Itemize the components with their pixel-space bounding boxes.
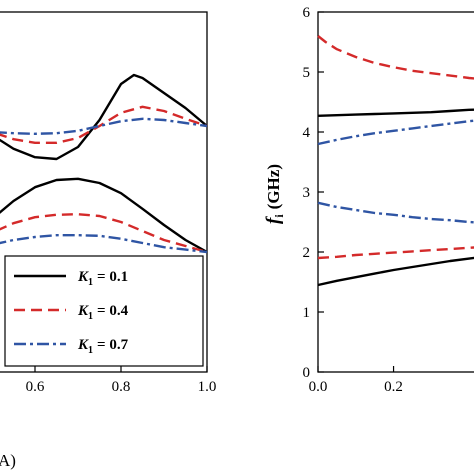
left-series-line-0 — [0, 73, 208, 161]
y-axis-title: fi(GHz) — [263, 164, 286, 224]
right-x-tick-label-0: 0.0 — [309, 379, 328, 395]
legend-label-1: K1 = 0.4 — [77, 303, 129, 322]
right-y-tick-label-0: 0 — [303, 365, 311, 381]
right-plot-frame — [317, 11, 474, 373]
left-series-line-1 — [0, 105, 208, 144]
left-series-line-4 — [0, 213, 208, 254]
right-y-tick-label-6: 6 — [303, 5, 311, 21]
left-x-tick-label-1: 0.8 — [112, 379, 131, 395]
right-series-lines — [317, 35, 474, 287]
left-series-line-5 — [0, 234, 208, 254]
right-y-tick-label-3: 3 — [303, 185, 311, 201]
legend-label-0: K1 = 0.1 — [77, 269, 128, 288]
right-y-tick-label-4: 4 — [303, 125, 311, 141]
left-series-lines — [0, 73, 208, 254]
left-x-ticks: 0.6 0.8 1.0 — [26, 366, 217, 395]
left-panel: 0.6 0.8 1.0 K1 = 0.1 K1 = 0.4 K1 = 0.7 A) — [0, 11, 217, 470]
left-x-tick-label-2: 1.0 — [198, 379, 217, 395]
right-y-tick-label-5: 5 — [303, 65, 311, 81]
panel-label-a: A) — [0, 451, 16, 470]
legend-label-2: K1 = 0.7 — [77, 337, 129, 356]
left-series-line-2 — [0, 117, 208, 135]
right-x-tick-label-1: 0.2 — [384, 379, 403, 395]
left-x-tick-label-0: 0.6 — [26, 379, 45, 395]
left-plot-frame — [0, 11, 208, 373]
right-series-line-4 — [317, 246, 474, 260]
right-panel: 0.0 0.2 0 1 2 3 4 5 6 fi(GHz) — [263, 5, 474, 395]
right-series-line-3 — [317, 201, 474, 224]
left-series-line-3 — [0, 177, 208, 254]
right-y-tick-label-1: 1 — [303, 305, 311, 321]
right-series-line-5 — [317, 256, 474, 287]
legend: K1 = 0.1 K1 = 0.4 K1 = 0.7 — [4, 255, 204, 367]
right-axis-ticks: 0.0 0.2 0 1 2 3 4 5 6 — [303, 5, 403, 395]
right-series-line-2 — [317, 119, 474, 146]
right-y-tick-label-2: 2 — [303, 245, 311, 261]
right-series-line-0 — [317, 35, 474, 80]
right-series-line-1 — [317, 108, 474, 117]
